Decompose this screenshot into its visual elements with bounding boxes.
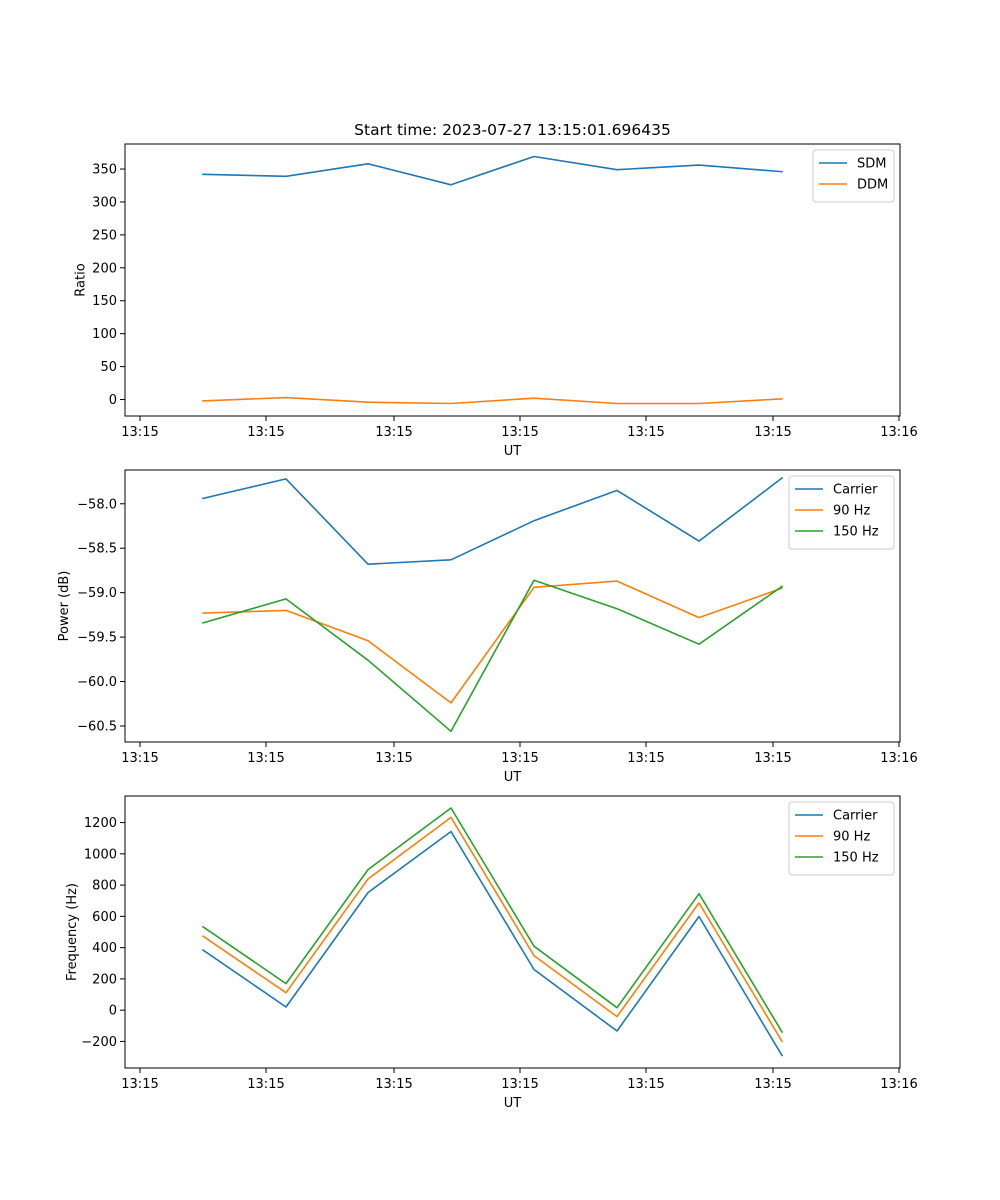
series-line-150-hz	[202, 579, 784, 733]
y-tick-label: 100	[92, 327, 117, 342]
y-axis-label: Power (dB)	[57, 571, 72, 642]
x-tick-label: 13:15	[501, 425, 538, 440]
y-tick-label: −200	[81, 1035, 117, 1050]
x-tick-label: 13:15	[121, 425, 158, 440]
y-tick-label: 0	[109, 393, 117, 408]
axes-frame	[124, 469, 901, 743]
x-tick-label: 13:15	[121, 751, 158, 766]
y-tick-label: −60.0	[77, 675, 117, 690]
legend-label: 150 Hz	[833, 851, 879, 866]
chart-1: Start time: 2023-07-27 13:15:01.696435 13…	[73, 121, 917, 459]
x-axis-label: UT	[504, 444, 522, 459]
x-tick-label: 13:15	[375, 1077, 412, 1092]
series-line-sdm	[202, 155, 783, 186]
x-tick-label: 13:15	[627, 425, 664, 440]
y-tick-label: 150	[92, 294, 117, 309]
y-tick-label: 1000	[84, 847, 117, 862]
chart-title: Start time: 2023-07-27 13:15:01.696435	[354, 121, 671, 139]
x-tick-label: 13:15	[627, 1077, 664, 1092]
x-tick-label: 13:15	[375, 425, 412, 440]
y-tick-label: 350	[92, 163, 117, 178]
legend-label: SDM	[857, 157, 886, 172]
legend-label: DDM	[857, 178, 888, 193]
y-tick-label: −59.0	[77, 586, 117, 601]
x-tick-label: 13:15	[754, 425, 791, 440]
y-tick-label: 300	[92, 195, 117, 210]
x-tick-label: 13:15	[375, 751, 412, 766]
x-tick-label: 13:15	[247, 425, 284, 440]
axes-frame	[124, 795, 901, 1069]
y-tick-label: −58.5	[77, 542, 117, 557]
y-tick-label: 800	[92, 879, 117, 894]
axes-frame	[124, 143, 901, 417]
chart-2: 13:15 13:15 13:15 13:15 13:15 13:15 13:16 −60.5…	[57, 469, 918, 785]
x-tick-label: 13:15	[627, 751, 664, 766]
legend-label: 90 Hz	[833, 830, 870, 845]
series-line-carrier	[202, 476, 784, 566]
x-tick-label: 13:16	[880, 425, 917, 440]
x-tick-label: 13:15	[501, 751, 538, 766]
x-tick-label: 13:15	[247, 1077, 284, 1092]
x-tick-label: 13:16	[880, 1077, 917, 1092]
legend: SDM DDM	[812, 149, 895, 203]
series-line-ddm	[202, 396, 783, 405]
y-tick-label: 1200	[84, 816, 117, 831]
y-tick-label: −58.0	[77, 497, 117, 512]
x-axis-label: UT	[504, 770, 522, 785]
legend-label: Carrier	[833, 483, 878, 498]
x-tick-label: 13:15	[121, 1077, 158, 1092]
legend-label: 150 Hz	[833, 525, 879, 540]
y-tick-label: 0	[109, 1004, 117, 1019]
x-tick-label: 13:15	[501, 1077, 538, 1092]
y-tick-label: 600	[92, 910, 117, 925]
y-tick-label: 200	[92, 972, 117, 987]
legend: Carrier 90 Hz 150 Hz	[788, 801, 895, 876]
series-line-carrier	[201, 830, 784, 1057]
chart-3: 13:15 13:15 13:15 13:15 13:15 13:15 13:16 −200 0…	[65, 795, 918, 1111]
x-tick-label: 13:15	[754, 1077, 791, 1092]
y-tick-label: 400	[92, 941, 117, 956]
legend: Carrier 90 Hz 150 Hz	[788, 475, 895, 550]
x-tick-label: 13:15	[754, 751, 791, 766]
series-line-90-hz	[201, 816, 784, 1043]
y-tick-label: 50	[100, 360, 117, 375]
x-axis-label: UT	[504, 1096, 522, 1111]
legend-label: 90 Hz	[833, 504, 870, 519]
y-tick-label: −59.5	[77, 631, 117, 646]
series-line-90-hz	[202, 580, 784, 704]
y-tick-label: 200	[92, 261, 117, 276]
y-tick-label: 250	[92, 228, 117, 243]
x-tick-label: 13:15	[247, 751, 284, 766]
x-tick-label: 13:16	[880, 751, 917, 766]
y-axis-label: Frequency (Hz)	[65, 883, 80, 981]
y-axis-label: Ratio	[73, 263, 88, 296]
legend-label: Carrier	[833, 809, 878, 824]
series-line-150-hz	[201, 807, 784, 1034]
y-tick-label: −60.5	[77, 720, 117, 735]
